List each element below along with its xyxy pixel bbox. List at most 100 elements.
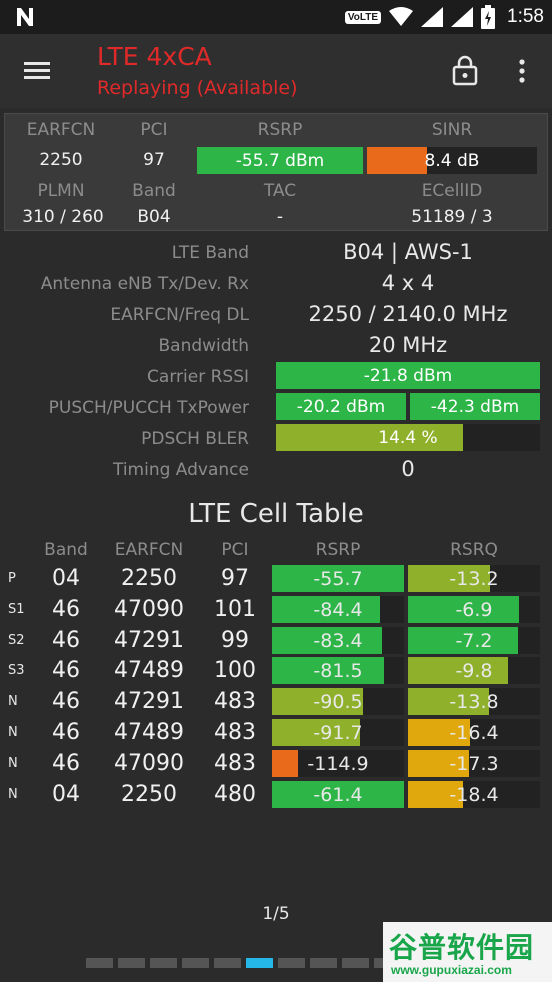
- row-band: 04: [52, 566, 80, 591]
- row-rsrp-bar: -91.7: [272, 719, 404, 746]
- row-band: 46: [52, 720, 80, 745]
- pdsch-bler-label: PDSCH BLER: [141, 429, 249, 449]
- row-type-label: S3: [8, 663, 25, 678]
- sinr-header: SINR: [431, 120, 473, 140]
- row-rsrp-bar: -83.4: [272, 627, 404, 654]
- page-subtitle: Replaying (Available): [97, 77, 298, 99]
- hamburger-menu-icon[interactable]: [22, 56, 52, 86]
- row-type-label: N: [8, 787, 18, 802]
- lte-band-label: LTE Band: [171, 243, 249, 263]
- band-value: B04: [137, 207, 171, 227]
- earfcn-value: 2250: [39, 150, 83, 170]
- pdsch-bler-bar: 14.4 %: [276, 424, 540, 451]
- row-earfcn: 47489: [114, 658, 184, 683]
- cell-table-title: LTE Cell Table: [188, 499, 364, 529]
- carrier-rssi-bar: -21.8 dBm: [276, 362, 540, 389]
- page-dot[interactable]: [278, 958, 305, 968]
- pci-value: 97: [143, 150, 165, 170]
- row-rsrq-bar: -9.8: [408, 657, 540, 684]
- page-dot[interactable]: [182, 958, 209, 968]
- row-rsrq-bar-fill: [408, 781, 464, 808]
- row-earfcn: 47291: [114, 689, 184, 714]
- row-earfcn: 47489: [114, 720, 184, 745]
- rsrp-header: RSRP: [257, 120, 303, 140]
- row-pci: 483: [214, 751, 256, 776]
- row-rsrq-bar: -13.2: [408, 565, 540, 592]
- lte-band-value: B04 | AWS-1: [343, 240, 473, 264]
- row-rsrp-bar: -81.5: [272, 657, 404, 684]
- signal-icon: [421, 7, 444, 27]
- lock-icon[interactable]: [452, 54, 478, 86]
- rsrp-bar-fill: [197, 147, 363, 174]
- timing-advance-value: 0: [401, 457, 415, 481]
- row-earfcn: 47090: [114, 751, 184, 776]
- row-rsrq-bar: -13.8: [408, 688, 540, 715]
- row-pci: 480: [214, 782, 256, 807]
- row-rsrq-value: -17.3: [449, 752, 499, 775]
- row-rsrq-bar: -18.4: [408, 781, 540, 808]
- row-rsrp-bar-fill: [272, 596, 381, 623]
- sinr-bar: 8.4 dB: [367, 147, 537, 174]
- pusch-power-bar: -20.2 dBm: [276, 393, 406, 420]
- row-band: 04: [52, 782, 80, 807]
- row-earfcn: 2250: [121, 566, 177, 591]
- col-rsrq-header: RSRQ: [450, 540, 498, 560]
- watermark-logo-text: 谷普软件园: [389, 931, 535, 964]
- row-rsrp-value: -91.7: [313, 721, 363, 744]
- rsrp-value: -55.7 dBm: [235, 150, 325, 171]
- sinr-bar-fill: [367, 147, 427, 174]
- sinr-value: 8.4 dB: [424, 150, 480, 171]
- row-band: 46: [52, 689, 80, 714]
- row-rsrp-value: -83.4: [313, 629, 363, 652]
- row-rsrp-bar: -84.4: [272, 596, 404, 623]
- row-rsrp-value: -90.5: [313, 690, 363, 713]
- row-rsrp-value: -81.5: [313, 659, 363, 682]
- row-rsrq-bar: -16.4: [408, 719, 540, 746]
- txpower-label: PUSCH/PUCCH TxPower: [48, 398, 249, 418]
- row-pci: 97: [221, 566, 249, 591]
- page-dot[interactable]: [118, 958, 145, 968]
- page-indicator: 1/5: [262, 904, 290, 924]
- row-band: 46: [52, 658, 80, 683]
- pdsch-bler-bar-fill: [276, 424, 464, 451]
- notification-n-icon: [17, 8, 33, 26]
- app-bar: LTE 4xCA Replaying (Available): [0, 34, 552, 108]
- row-rsrp-bar: -114.9: [272, 750, 404, 777]
- row-rsrq-value: -13.8: [449, 690, 499, 713]
- row-rsrp-bar-fill: [272, 781, 404, 808]
- more-vert-icon[interactable]: [512, 56, 532, 86]
- serving-cell-summary: EARFCN PCI RSRP SINR 2250 97 -55.7 dBm 8…: [4, 113, 548, 231]
- carrier-rssi-label: Carrier RSSI: [147, 367, 249, 387]
- rsrp-bar: -55.7 dBm: [197, 147, 363, 174]
- row-rsrq-bar-fill: [408, 596, 519, 623]
- row-rsrp-bar-fill: [272, 688, 364, 715]
- page-dot[interactable]: [342, 958, 369, 968]
- row-rsrp-bar-fill: [272, 627, 382, 654]
- col-earfcn-header: EARFCN: [114, 540, 184, 560]
- row-rsrp-value: -114.9: [307, 752, 369, 775]
- clock: 1:58: [507, 6, 544, 27]
- pucch-power-value: -42.3 dBm: [430, 396, 520, 417]
- row-rsrq-value: -13.2: [449, 567, 499, 590]
- page-dot[interactable]: [246, 958, 273, 968]
- page-title: LTE 4xCA: [97, 42, 212, 71]
- row-rsrp-value: -84.4: [313, 598, 363, 621]
- row-earfcn: 47291: [114, 628, 184, 653]
- page-dot[interactable]: [214, 958, 241, 968]
- row-rsrq-bar-fill: [408, 627, 518, 654]
- row-earfcn: 47090: [114, 597, 184, 622]
- carrier-rssi-value: -21.8 dBm: [363, 365, 453, 386]
- row-pci: 99: [221, 628, 249, 653]
- earfcn-header: EARFCN: [26, 120, 96, 140]
- row-rsrq-bar: -17.3: [408, 750, 540, 777]
- wifi-icon: [389, 7, 414, 26]
- row-pci: 483: [214, 720, 256, 745]
- row-rsrp-bar: -55.7: [272, 565, 404, 592]
- page-dot[interactable]: [150, 958, 177, 968]
- band-header: Band: [132, 181, 176, 201]
- antenna-value: 4 x 4: [381, 271, 435, 295]
- row-rsrq-bar-fill: [408, 750, 469, 777]
- page-dot[interactable]: [86, 958, 113, 968]
- page-dot[interactable]: [310, 958, 337, 968]
- watermark-url: www.gupuxiazai.com: [391, 963, 512, 977]
